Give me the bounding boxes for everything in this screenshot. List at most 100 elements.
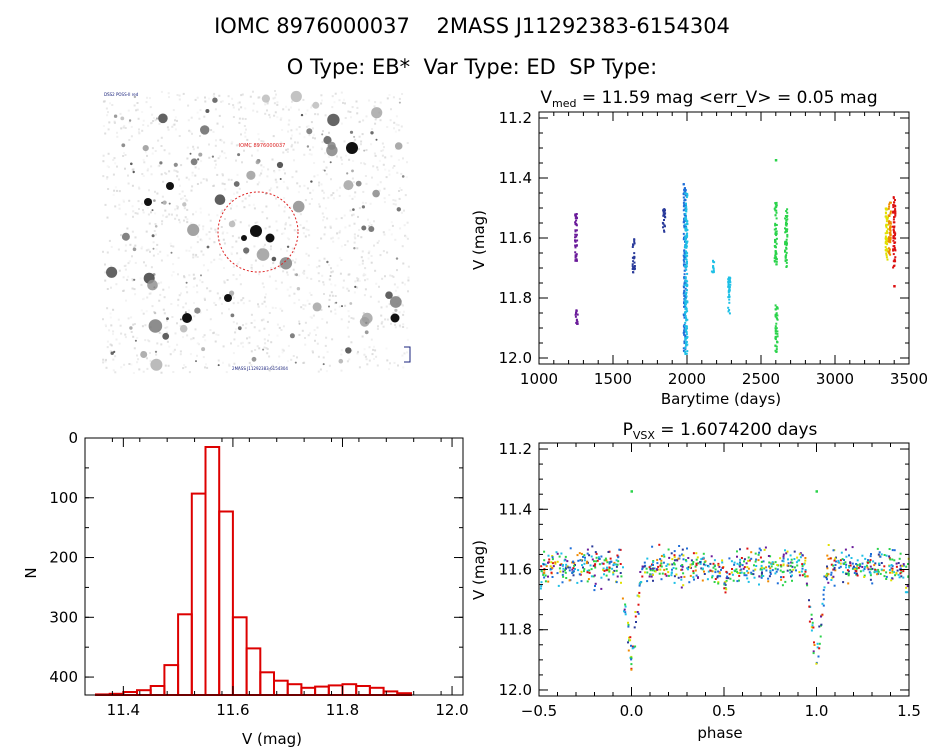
sky-noise-speck: [291, 247, 294, 250]
phased-point: [859, 563, 861, 566]
phased-point: [718, 572, 721, 575]
sky-noise-speck: [232, 296, 235, 299]
phased-point: [544, 580, 547, 583]
sky-noise-speck: [378, 239, 380, 242]
phased-point: [826, 574, 829, 577]
sky-noise-speck: [394, 326, 397, 329]
lightcurve-title: Vmed = 11.59 mag <err_V> = 0.05 mag: [540, 88, 877, 110]
sky-noise-speck: [318, 265, 321, 268]
sky-noise-speck: [305, 228, 308, 231]
phased-point: [622, 566, 624, 569]
phased-point: [787, 558, 789, 561]
sky-noise-speck: [130, 316, 133, 319]
lightcurve-point: [682, 313, 685, 316]
phased-point: [583, 568, 586, 571]
sky-noise-speck: [279, 118, 282, 121]
sky-noise-speck: [228, 308, 230, 311]
sky-noise-speck: [276, 229, 279, 232]
histogram-bar: [259, 671, 275, 696]
sky-noise-speck: [348, 194, 351, 197]
field-star: [368, 226, 375, 232]
sky-noise-speck: [246, 138, 249, 141]
phased-point: [681, 564, 684, 566]
sky-noise-speck: [338, 194, 341, 197]
sky-noise-speck: [363, 162, 365, 165]
sky-noise-speck: [190, 337, 193, 340]
sky-noise-speck: [394, 323, 396, 326]
sky-noise-speck: [394, 289, 397, 292]
sky-noise-speck: [230, 204, 233, 207]
sky-noise-speck: [156, 243, 159, 246]
phased-point: [692, 552, 695, 555]
phased-point: [556, 552, 559, 555]
lightcurve-point: [684, 311, 687, 314]
field-star: [312, 101, 320, 109]
phased-point: [600, 587, 603, 590]
sky-noise-speck: [242, 302, 245, 305]
sky-noise-speck: [133, 323, 136, 325]
sky-noise-speck: [106, 307, 109, 310]
sky-noise-speck: [388, 169, 391, 172]
sky-noise-speck: [235, 144, 238, 147]
sky-noise-speck: [256, 110, 259, 113]
x-tick-label: 11.8: [326, 701, 359, 719]
lightcurve-point: [727, 310, 730, 313]
sky-noise-speck: [249, 145, 252, 148]
sky-noise-speck: [128, 260, 131, 263]
phased-point: [583, 559, 586, 562]
sky-noise-speck: [177, 298, 180, 301]
phased-point: [646, 580, 649, 583]
phased-point: [586, 552, 589, 555]
lightcurve-point: [683, 340, 686, 343]
phased-point: [848, 564, 851, 567]
sky-noise-speck: [108, 239, 111, 242]
sky-noise-speck: [215, 230, 218, 233]
sky-noise-speck: [391, 224, 394, 227]
sky-noise-speck: [205, 233, 208, 236]
lightcurve-point: [576, 313, 579, 316]
sky-noise-speck: [286, 288, 289, 291]
sky-noise-speck: [274, 96, 277, 99]
lightcurve-point: [894, 241, 897, 244]
finder-survey-label: DSS2 POSS-II red: [104, 92, 139, 97]
phased-point: [789, 569, 792, 571]
sky-noise-speck: [204, 96, 206, 99]
sky-noise-speck: [221, 174, 224, 177]
sky-noise-speck: [132, 215, 134, 218]
phased-point: [827, 557, 830, 560]
field-star: [361, 225, 367, 231]
sky-noise-speck: [250, 364, 253, 366]
phased-point: [671, 558, 674, 561]
histogram-bar: [204, 446, 221, 696]
sky-noise-speck: [228, 103, 231, 105]
phased-point: [768, 561, 771, 564]
phased-point: [676, 559, 679, 562]
lightcurve-point: [893, 204, 896, 207]
lightcurve-point: [575, 233, 578, 236]
phased-point: [882, 569, 885, 572]
phased-point: [551, 555, 554, 557]
lightcurve-point: [712, 259, 714, 262]
phased-point: [822, 598, 825, 601]
lightcurve-point: [685, 268, 688, 271]
sky-noise-speck: [365, 115, 368, 118]
sky-noise-speck: [406, 161, 408, 164]
phased-point: [848, 566, 851, 569]
sky-noise-speck: [192, 285, 195, 288]
sky-noise-speck: [230, 207, 232, 210]
phased-point: [557, 584, 560, 587]
sky-noise-speck: [368, 250, 371, 253]
sky-noise-speck: [190, 189, 193, 192]
lightcurve-point: [775, 230, 778, 233]
sky-noise-speck: [122, 200, 125, 203]
sky-noise-speck: [330, 178, 332, 181]
lightcurve-point: [774, 209, 777, 212]
lightcurve-point: [784, 231, 787, 234]
sky-noise-speck: [124, 249, 127, 252]
lightcurve-point: [893, 246, 896, 249]
sky-noise-speck: [406, 221, 409, 224]
lightcurve-point: [576, 239, 579, 242]
phased-point: [725, 579, 728, 582]
sky-noise-speck: [245, 322, 248, 325]
sky-noise-speck: [268, 370, 271, 373]
